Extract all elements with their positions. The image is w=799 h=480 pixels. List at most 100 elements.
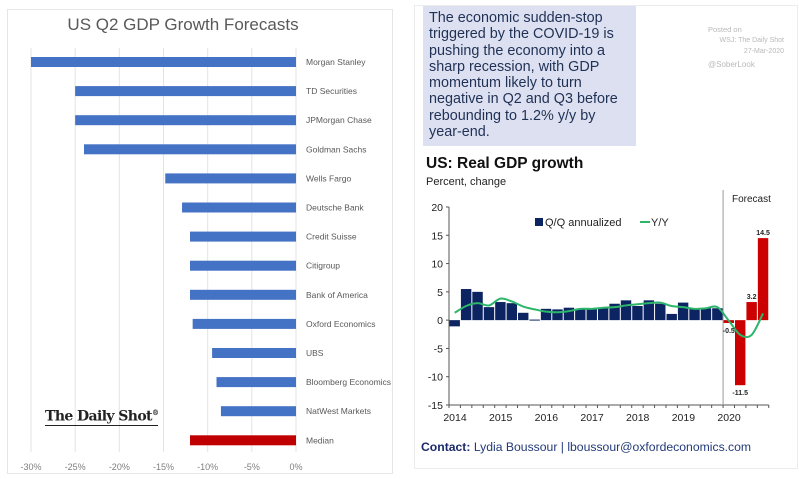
data-label: 3.2	[747, 294, 757, 301]
forecast-bar	[190, 231, 296, 242]
category-label: Morgan Stanley	[306, 57, 366, 67]
qq-bar	[540, 308, 552, 321]
x-tick-label: -5%	[244, 462, 260, 472]
x-tick-label: 2020	[717, 412, 741, 424]
quote-text: The economic sudden-stop triggered by th…	[429, 10, 618, 141]
legend-yy-label: Y/Y	[651, 217, 669, 229]
y-tick-label: 0	[437, 315, 443, 327]
data-label: -0.5	[723, 328, 735, 335]
contact-line: Contact: Lydia Boussour | lboussour@oxfo…	[421, 440, 751, 454]
category-label: Deutsche Bank	[306, 203, 364, 213]
category-label: Wells Fargo	[306, 173, 351, 183]
y-tick-label: 20	[431, 202, 443, 214]
category-label: Citigroup	[306, 261, 340, 271]
data-label: -11.5	[732, 390, 748, 397]
x-tick-label: 2018	[626, 412, 650, 424]
x-tick-label: -15%	[153, 462, 174, 472]
forecast-bar	[757, 238, 769, 321]
qq-bar	[666, 313, 677, 321]
legend-qq-label: Q/Q annualized	[545, 217, 621, 229]
x-tick-label: -20%	[109, 462, 130, 472]
yy-line	[454, 297, 764, 339]
x-tick-label: 2015	[489, 412, 513, 424]
posted-source: WSJ: The Daily Shot	[719, 37, 784, 44]
y-tick-label: 15	[431, 230, 443, 242]
category-label: NatWest Markets	[306, 406, 371, 416]
qq-bar	[529, 319, 540, 321]
forecast-bar	[75, 86, 297, 97]
forecast-bar	[31, 57, 296, 67]
posted-date: 27-Mar-2020	[743, 48, 784, 55]
category-label: Oxford Economics	[306, 319, 375, 329]
posted-handle: @SoberLook	[708, 60, 755, 69]
y-tick-label: -15	[428, 400, 443, 412]
category-label: Median	[306, 435, 334, 445]
category-label: JPMorgan Chase	[306, 115, 372, 125]
category-label: Credit Suisse	[306, 232, 357, 242]
qq-bar	[620, 300, 632, 321]
legend-qq-swatch	[535, 218, 543, 226]
qq-bar	[597, 307, 609, 321]
median-bar	[190, 435, 296, 446]
x-tick-label: -30%	[20, 462, 41, 472]
registered-mark: ®	[151, 408, 159, 417]
forecast-bar	[190, 289, 296, 300]
x-tick-label: 0%	[289, 462, 302, 472]
daily-shot-text: The Daily Shot	[45, 408, 153, 425]
gdp-chart-subtitle: Percent, change	[426, 176, 507, 188]
posted-credit: Posted on WSJ: The Daily Shot 27-Mar-202…	[708, 24, 784, 70]
category-label: UBS	[306, 348, 324, 358]
forecast-bar	[216, 377, 296, 388]
qq-bar	[552, 309, 563, 321]
qq-bar	[495, 302, 506, 321]
qq-bar	[563, 307, 575, 321]
data-label: 14.5	[756, 230, 770, 237]
forecasts-chart: US Q2 GDP Growth Forecasts Morgan Stanle…	[20, 15, 391, 472]
qq-bar	[518, 312, 529, 321]
forecast-bar	[84, 144, 296, 155]
category-label: Bloomberg Economics	[306, 377, 391, 387]
forecasts-chart-title: US Q2 GDP Growth Forecasts	[67, 15, 298, 34]
y-tick-label: 5	[437, 287, 443, 299]
forecast-bar	[746, 302, 757, 321]
forecast-bar	[182, 202, 296, 213]
category-label: Bank of America	[306, 290, 368, 300]
y-tick-label: 10	[431, 259, 443, 271]
qq-bar	[506, 303, 518, 321]
contact-label: Contact:	[421, 440, 471, 454]
forecast-bar	[75, 115, 297, 126]
x-tick-label: -10%	[197, 462, 218, 472]
forecast-bar	[190, 260, 296, 271]
x-tick-label: 2019	[672, 412, 696, 424]
qq-bar	[449, 320, 460, 327]
category-label: Goldman Sachs	[306, 144, 366, 154]
qq-bar	[460, 289, 472, 321]
daily-shot-logo: The Daily Shot®	[45, 405, 159, 426]
gdp-chart-title: US: Real GDP growth	[426, 155, 584, 172]
category-label: TD Securities	[306, 86, 357, 96]
qq-bar	[712, 308, 723, 321]
qq-bar	[700, 308, 712, 321]
forecast-label: Forecast	[732, 194, 771, 205]
qq-bar	[575, 308, 586, 321]
qq-bar	[632, 306, 643, 321]
qq-bar	[677, 302, 689, 321]
forecast-bar	[220, 406, 296, 417]
qq-bar	[689, 308, 700, 321]
quote-box: The economic sudden-stop triggered by th…	[423, 6, 636, 146]
forecast-bar	[165, 173, 296, 184]
qq-bar	[483, 307, 495, 321]
qq-bar	[655, 303, 666, 321]
contact-text: Lydia Boussour | lboussour@oxfordeconomi…	[470, 440, 752, 454]
x-tick-label: -25%	[65, 462, 86, 472]
y-tick-label: -5	[434, 343, 443, 355]
forecast-bar	[212, 348, 296, 358]
x-tick-label: 2014	[443, 412, 467, 424]
qq-bar	[643, 300, 655, 321]
posted-on: Posted on	[708, 25, 742, 34]
forecast-bar	[735, 320, 746, 386]
x-tick-label: 2016	[535, 412, 559, 424]
x-tick-label: 2017	[580, 412, 604, 424]
forecast-bar	[192, 318, 296, 329]
